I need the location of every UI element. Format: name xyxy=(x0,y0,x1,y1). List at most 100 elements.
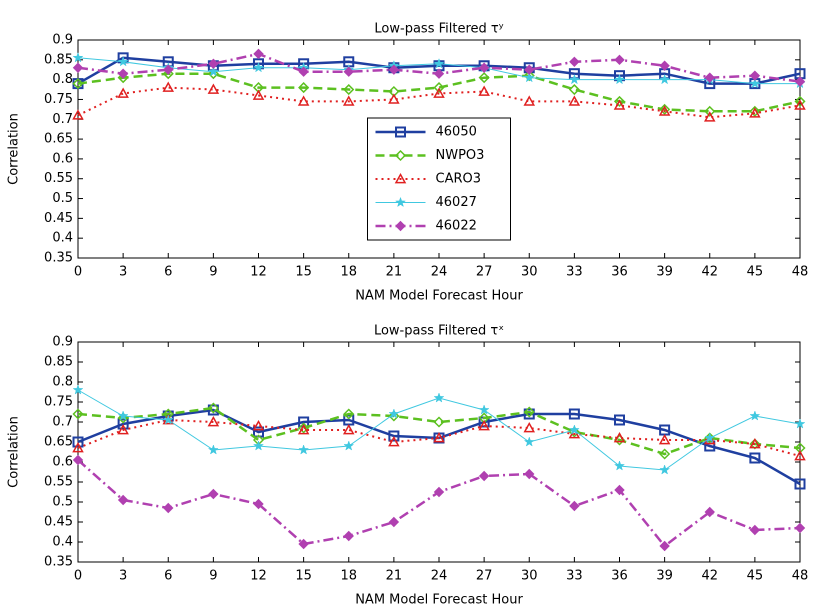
plot-area xyxy=(77,341,801,563)
x-tick-label: 9 xyxy=(209,265,217,280)
marker xyxy=(659,73,671,85)
marker xyxy=(433,431,445,443)
marker xyxy=(568,73,580,85)
marker xyxy=(703,111,716,122)
x-tick-label: 36 xyxy=(611,265,628,280)
y-tick-label: 0.5 xyxy=(52,495,73,510)
x-axis-label: NAM Model Forecast Hour xyxy=(355,289,523,304)
marker xyxy=(252,89,265,100)
marker xyxy=(613,95,626,107)
x-tick-label: 27 xyxy=(476,569,493,584)
marker xyxy=(297,95,310,106)
marker xyxy=(342,95,355,106)
y-tick-label: 0.4 xyxy=(52,535,73,550)
marker xyxy=(342,423,355,435)
marker xyxy=(117,423,129,435)
marker xyxy=(207,65,219,77)
marker xyxy=(395,126,406,138)
marker xyxy=(794,478,806,490)
marker xyxy=(794,522,806,534)
x-tick-label: 39 xyxy=(656,569,673,584)
marker xyxy=(523,421,536,433)
legend-label: 46050 xyxy=(436,125,477,140)
marker xyxy=(207,415,220,427)
marker xyxy=(394,172,407,184)
x-tick-label: 15 xyxy=(295,265,312,280)
x-tick-label: 48 xyxy=(792,265,809,280)
marker xyxy=(162,81,175,92)
marker xyxy=(117,418,129,430)
x-tick-label: 30 xyxy=(521,569,538,584)
marker xyxy=(298,66,309,77)
marker xyxy=(568,95,581,106)
marker xyxy=(388,516,400,528)
marker xyxy=(117,494,129,506)
marker xyxy=(613,99,626,110)
marker xyxy=(478,404,490,415)
y-axis-label: Correlation xyxy=(7,416,22,488)
marker xyxy=(523,95,536,106)
y-tick-label: 0.65 xyxy=(44,132,73,147)
marker xyxy=(343,66,354,77)
marker xyxy=(72,454,84,466)
x-tick-label: 21 xyxy=(386,569,403,584)
marker xyxy=(207,402,219,414)
y-tick-label: 0.6 xyxy=(52,151,73,166)
marker xyxy=(569,500,580,512)
marker xyxy=(478,62,490,73)
y-tick-label: 0.8 xyxy=(52,72,73,87)
chart-title: Low-pass Filtered τˣ xyxy=(374,324,504,339)
marker xyxy=(298,538,309,550)
marker xyxy=(523,71,535,83)
marker xyxy=(568,408,580,420)
marker xyxy=(72,52,84,63)
marker xyxy=(659,103,671,115)
marker xyxy=(72,441,84,453)
y-tick-label: 0.6 xyxy=(52,455,73,470)
marker xyxy=(388,430,400,442)
marker xyxy=(569,56,580,68)
marker xyxy=(298,82,310,94)
marker xyxy=(343,408,355,420)
legend-label: NWPO3 xyxy=(436,148,485,163)
marker xyxy=(749,437,761,449)
x-tick-label: 3 xyxy=(119,569,127,584)
x-tick-label: 33 xyxy=(566,569,583,584)
marker xyxy=(297,423,310,435)
y-tick-label: 0.45 xyxy=(44,211,73,226)
x-tick-label: 42 xyxy=(701,569,718,584)
marker xyxy=(343,440,355,451)
marker xyxy=(749,438,761,450)
marker xyxy=(478,85,490,96)
marker xyxy=(388,64,400,75)
marker xyxy=(72,78,84,90)
marker xyxy=(658,105,671,116)
x-tick-label: 24 xyxy=(431,265,448,280)
marker xyxy=(208,58,219,69)
x-tick-label: 9 xyxy=(209,569,217,584)
marker xyxy=(794,449,806,461)
x-tick-label: 0 xyxy=(74,569,82,584)
x-tick-label: 6 xyxy=(164,265,172,280)
marker xyxy=(659,464,671,475)
marker xyxy=(794,99,806,110)
y-axis-label: Correlation xyxy=(7,113,22,185)
x-tick-label: 24 xyxy=(431,569,448,584)
y-tick-label: 0.85 xyxy=(44,355,73,370)
x-tick-label: 33 xyxy=(566,265,583,280)
x-tick-label: 27 xyxy=(476,265,493,280)
marker xyxy=(298,422,310,434)
x-tick-label: 0 xyxy=(74,265,82,280)
marker xyxy=(524,64,535,75)
marker xyxy=(252,61,265,73)
marker xyxy=(794,95,806,107)
marker xyxy=(72,384,84,395)
legend-label: CARO3 xyxy=(436,172,482,187)
marker xyxy=(749,77,761,89)
legend-box xyxy=(367,117,511,241)
x-tick-label: 12 xyxy=(250,569,267,584)
x-tick-label: 30 xyxy=(521,265,538,280)
marker xyxy=(568,424,580,435)
marker xyxy=(794,76,806,87)
